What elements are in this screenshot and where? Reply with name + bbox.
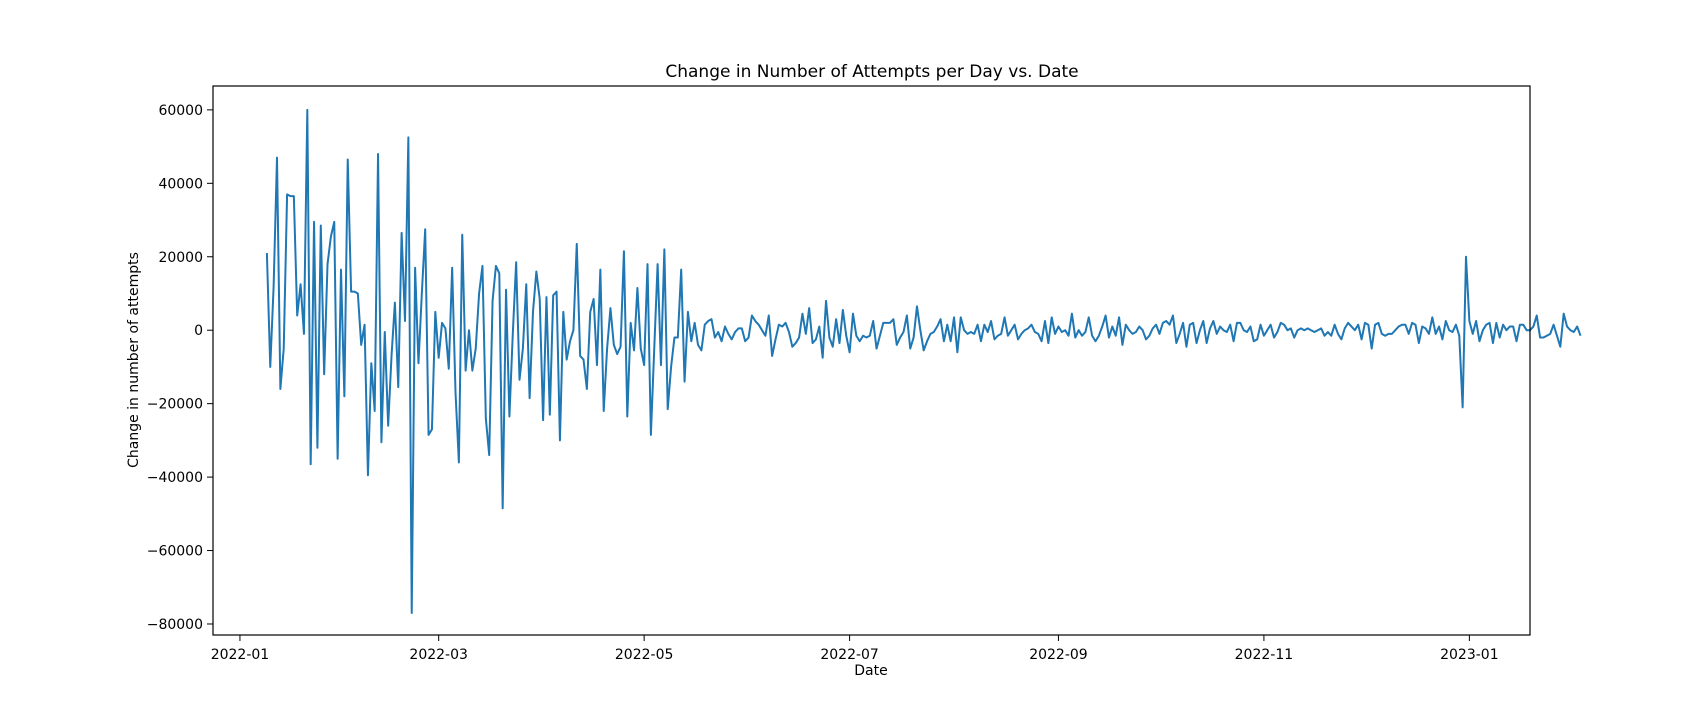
y-tick-label: −40000 — [147, 470, 203, 486]
x-tick-label: 2022-07 — [820, 647, 879, 663]
x-axis-label: Date — [854, 663, 887, 679]
x-tick-label: 2022-03 — [409, 647, 468, 663]
x-tick-label: 2022-09 — [1029, 647, 1088, 663]
y-tick-label: 60000 — [158, 103, 203, 119]
plot-area — [265, 108, 1582, 614]
y-tick-label: −60000 — [147, 544, 203, 560]
y-tick-label: 20000 — [158, 250, 203, 266]
x-tick-label: 2022-11 — [1235, 647, 1294, 663]
y-tick-label: 40000 — [158, 176, 203, 192]
y-axis-label: Change in number of attempts — [126, 252, 142, 468]
x-axis: 2022-01 2022-03 2022-05 2022-07 2022-09 2022-… — [211, 635, 1499, 663]
y-tick-label: −80000 — [147, 617, 203, 633]
series-line — [265, 108, 1582, 614]
y-axis: −80000 −60000 −40000 −20000 0 20000 40000 60000 — [147, 103, 213, 633]
x-tick-label: 2022-05 — [615, 647, 674, 663]
x-tick-label: 2022-01 — [211, 647, 270, 663]
y-tick-label: −20000 — [147, 397, 203, 413]
plot-frame — [212, 85, 1531, 636]
y-tick-label: 0 — [194, 323, 203, 339]
chart-title: Change in Number of Attempts per Day vs.… — [665, 62, 1078, 82]
x-tick-label: 2023-01 — [1440, 647, 1499, 663]
